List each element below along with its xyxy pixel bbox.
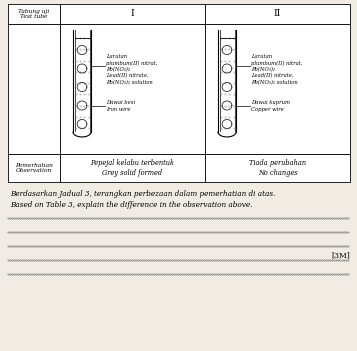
Text: Larutan
plumbum(II) nitrat,
Pb(NO₃)₂
Lead(II) nitrate,
Pb(NO₃)₂ solution: Larutan plumbum(II) nitrat, Pb(NO₃)₂ Lea… (251, 54, 302, 85)
Text: Tabung uji
Test tube: Tabung uji Test tube (18, 9, 50, 19)
Text: I: I (131, 9, 134, 19)
Bar (8, 4, 60, 24)
Bar (205, 24, 350, 154)
Bar (60, 154, 205, 182)
Text: Pemerhatian
Observation: Pemerhatian Observation (15, 163, 53, 173)
Bar (205, 4, 350, 24)
Bar (60, 4, 205, 24)
Text: Dawai besi
Iron wire: Dawai besi Iron wire (106, 100, 135, 112)
Text: Tiada perubahan
No changes: Tiada perubahan No changes (249, 159, 306, 177)
Text: Larutan
plumbum(II) nitrat,
Pb(NO₃)₂
Lead(II) nitrate,
Pb(NO₃)₂ solution: Larutan plumbum(II) nitrat, Pb(NO₃)₂ Lea… (106, 54, 157, 85)
Bar (8, 154, 60, 182)
Bar (8, 24, 60, 154)
Bar (60, 24, 205, 154)
Text: II: II (274, 9, 281, 19)
Bar (205, 154, 350, 182)
Text: Pepejal kelabu terbentuk
Grey solid formed: Pepejal kelabu terbentuk Grey solid form… (91, 159, 175, 177)
Text: Dawai kuprum
Copper wire: Dawai kuprum Copper wire (251, 100, 290, 112)
Text: [3M]: [3M] (331, 251, 350, 259)
Text: Berdasarkan Jadual 3, terangkan perbezaan dalam pemerhatian di atas.
Based on Ta: Berdasarkan Jadual 3, terangkan perbezaa… (10, 190, 275, 209)
